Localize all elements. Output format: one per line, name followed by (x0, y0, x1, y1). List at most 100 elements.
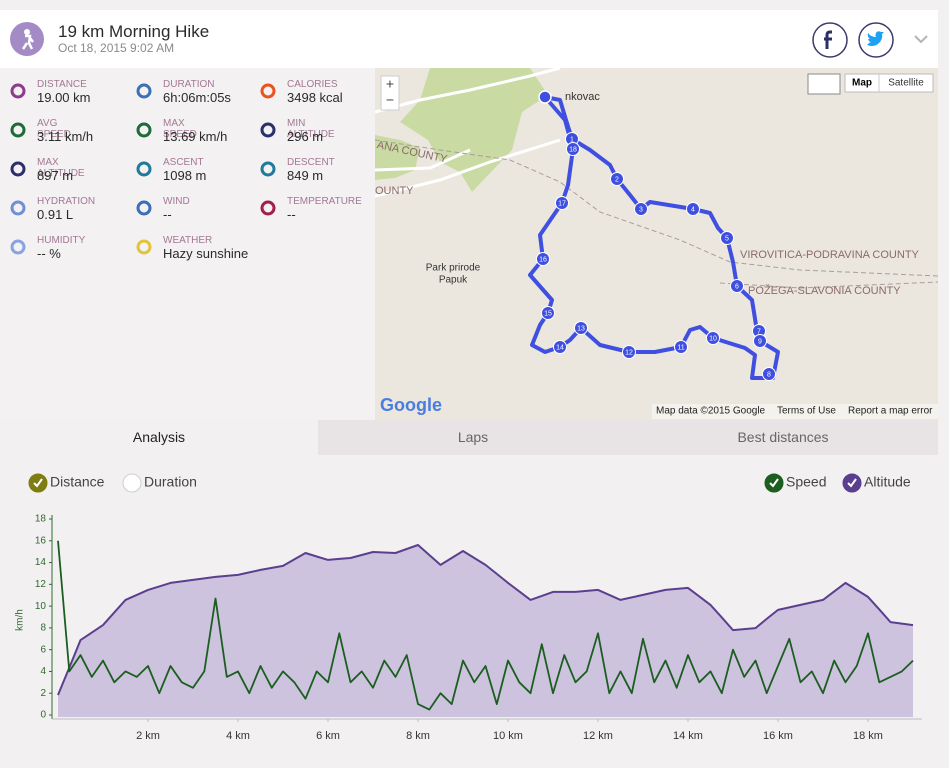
stat-label: DESCENT (287, 157, 335, 168)
map-terms[interactable]: Terms of Use (777, 406, 836, 417)
twitter-button[interactable] (858, 22, 894, 58)
route-marker-label: 14 (556, 344, 564, 351)
route-marker (634, 202, 648, 216)
stat-icon (136, 122, 152, 138)
y-tick-label: 6 (40, 644, 46, 655)
park-label: Park prirode (426, 263, 481, 274)
x-mode-toggle[interactable] (122, 473, 142, 493)
map-report[interactable]: Report a map error (848, 406, 933, 417)
y-tick-label: 8 (40, 623, 46, 634)
route-marker (622, 345, 636, 359)
route-marker (730, 279, 744, 293)
stat-value: 296 m (287, 129, 324, 144)
stat-icon (260, 83, 276, 99)
stat-icon-shape (260, 122, 276, 138)
route-marker (686, 202, 700, 216)
stat-label: DURATION (163, 79, 215, 90)
route-marker-label: 11 (677, 344, 684, 351)
x-tick-label: 4 km (226, 730, 250, 742)
x-tick-label: 18 km (853, 730, 883, 742)
route-marker-label: 17 (558, 200, 566, 207)
zoom-out[interactable]: − (386, 92, 394, 108)
stats-panel: DISTANCE 19.00 km DURATION 6h:06m:05s CALORI… (0, 68, 375, 420)
share-buttons (812, 22, 928, 58)
stat-label: HYDRATION (37, 196, 96, 207)
stat-icon-shape (260, 161, 276, 177)
stat-icon-shape (10, 239, 26, 255)
stat-icon (260, 161, 276, 177)
altitude-line (57, 544, 914, 696)
stat-icon (10, 83, 26, 99)
altitude-area (58, 545, 913, 717)
chart: km/h 0 2 4 6 8 10 12 14 16 18 2 km 4 km 6 km 8 km 10 k… (15, 473, 922, 742)
stat-icon (10, 122, 26, 138)
expand-chevron[interactable] (914, 35, 928, 44)
stat-icon-glyph (260, 83, 276, 99)
stat-icon-shape (10, 83, 26, 99)
county-label: VIROVITICA-PODRAVINA COUNTY (740, 249, 920, 261)
route-marker (574, 321, 588, 335)
stat-label: WEATHER (163, 235, 213, 246)
x-tick-label: 6 km (316, 730, 340, 742)
stat-icon-glyph (260, 161, 276, 177)
stat-value: 3.11 km/h (37, 129, 94, 144)
stat-value: 3498 kcal (287, 90, 343, 105)
tab[interactable]: Laps (318, 420, 628, 455)
route-marker-label: 7 (757, 328, 761, 335)
route-marker-label: 8 (767, 371, 771, 378)
county-label: POŽEGA-SLAVONIA COUNTY (748, 284, 901, 297)
legend-label[interactable]: Altitude (864, 474, 911, 490)
stat-icon-glyph (10, 239, 26, 255)
y-tick-label: 12 (35, 579, 47, 590)
stat-icon-glyph (136, 122, 152, 138)
stat-label: AVG SPEED (37, 118, 71, 140)
stat-icon (10, 239, 26, 255)
route-marker-label: 13 (577, 325, 585, 332)
route-marker-label: 1 (570, 136, 574, 143)
stat-label: TEMPERATURE (287, 196, 362, 207)
tab[interactable]: Best distances (628, 420, 938, 455)
legend-check (769, 478, 779, 488)
stat-icon (10, 200, 26, 216)
stat-icon-shape (10, 200, 26, 216)
stat-value: 1098 m (163, 168, 207, 183)
route-marker-label: 4 (691, 206, 695, 213)
route-marker (762, 367, 776, 381)
x-tick-label: 10 km (493, 730, 523, 742)
tab[interactable]: Analysis (0, 420, 318, 455)
stat-icon-shape (136, 122, 152, 138)
stat-icon-shape (136, 83, 152, 99)
stat-value: 849 m (287, 168, 324, 183)
stat-icon (10, 161, 26, 177)
county-label: OUNTY (375, 185, 414, 197)
legend-label[interactable]: Speed (786, 474, 826, 490)
stat-label: ASCENT (163, 157, 204, 168)
x-mode-label[interactable]: Distance (50, 474, 105, 490)
stat-icon (136, 200, 152, 216)
route-marker-label: 15 (544, 310, 552, 317)
stat-icon-glyph (260, 200, 276, 216)
route-marker (674, 340, 688, 354)
route-marker (553, 340, 567, 354)
route-marker (720, 231, 734, 245)
route-marker (753, 334, 767, 348)
y-tick-label: 2 (40, 688, 46, 699)
stat-icon-shape (136, 239, 152, 255)
zoom-in[interactable]: + (386, 76, 394, 92)
tabs: Analysis Laps Best distances (0, 420, 938, 455)
facebook-button[interactable] (812, 22, 848, 58)
stat-icon-glyph (136, 200, 152, 216)
satellite-button[interactable]: Satellite (888, 78, 924, 89)
stat-icon-glyph (10, 83, 26, 99)
route-marker-label: 12 (625, 349, 633, 356)
stat-icon-glyph (136, 161, 152, 177)
x-tick-label: 2 km (136, 730, 160, 742)
route-marker (706, 331, 720, 345)
y-tick-label: 0 (40, 710, 46, 721)
y-tick-label: 18 (35, 514, 47, 525)
stat-value: -- (287, 207, 296, 222)
x-mode-label[interactable]: Duration (144, 474, 197, 490)
map-button[interactable]: Map (852, 78, 872, 89)
